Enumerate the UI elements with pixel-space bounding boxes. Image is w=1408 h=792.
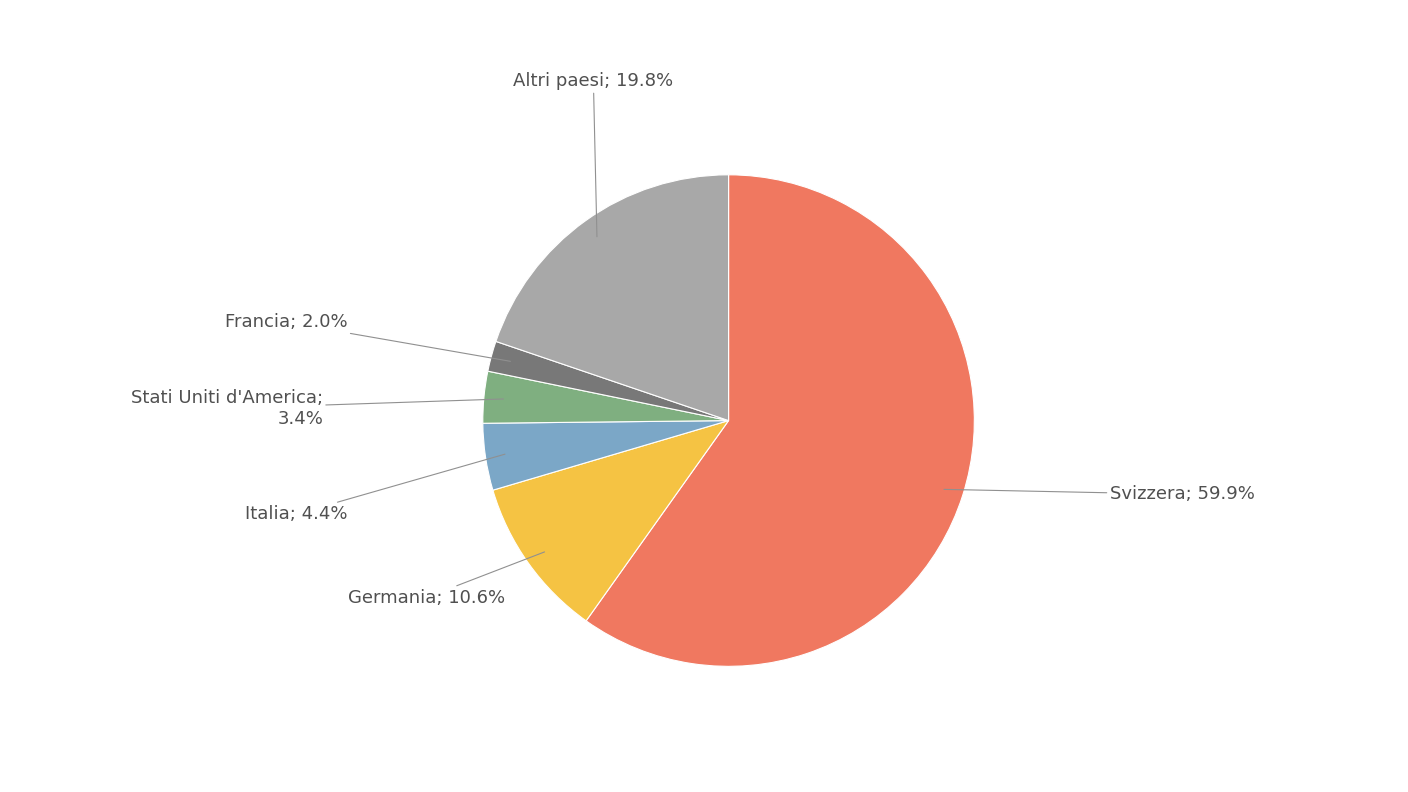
Wedge shape — [487, 341, 728, 421]
Text: Germania; 10.6%: Germania; 10.6% — [348, 552, 545, 607]
Wedge shape — [483, 371, 728, 423]
Wedge shape — [496, 175, 728, 421]
Wedge shape — [483, 421, 728, 490]
Text: Altri paesi; 19.8%: Altri paesi; 19.8% — [514, 72, 673, 237]
Text: Francia; 2.0%: Francia; 2.0% — [225, 314, 510, 361]
Text: Svizzera; 59.9%: Svizzera; 59.9% — [943, 485, 1255, 503]
Wedge shape — [586, 175, 974, 666]
Wedge shape — [493, 421, 728, 621]
Text: Italia; 4.4%: Italia; 4.4% — [245, 454, 505, 523]
Text: Stati Uniti d'America;
3.4%: Stati Uniti d'America; 3.4% — [131, 389, 504, 428]
